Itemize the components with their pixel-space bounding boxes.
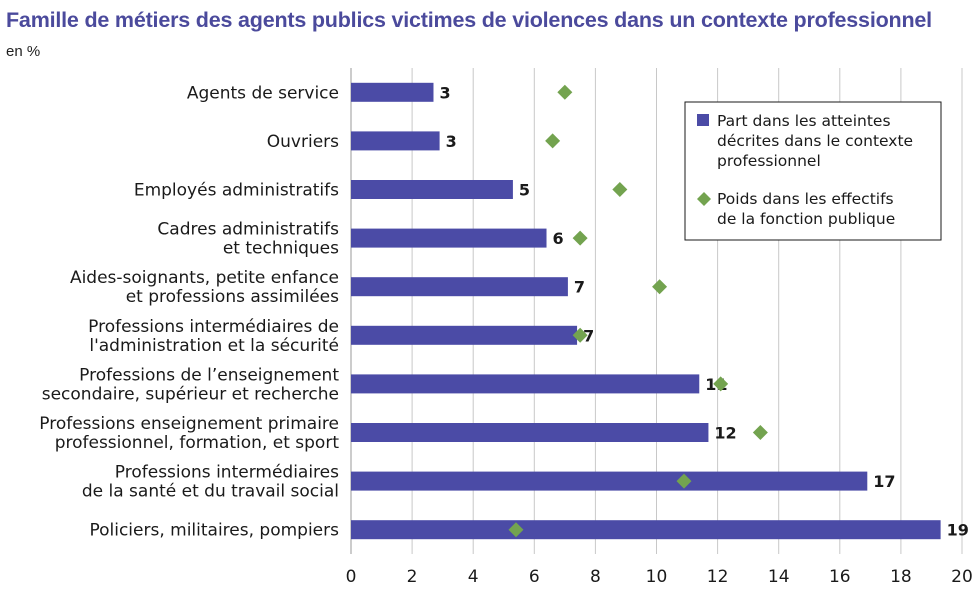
diamond-marker [752, 425, 768, 440]
chart-title: Famille de métiers des agents publics vi… [6, 8, 932, 32]
diamond-marker [557, 84, 573, 100]
diamond-marker [676, 473, 692, 489]
legend-diamond-swatch [697, 192, 711, 206]
category-label: secondaire, supérieur et recherche [42, 384, 339, 404]
legend-label: décrites dans le contexte [717, 132, 913, 150]
bar [351, 82, 434, 102]
diamond-marker [572, 327, 588, 343]
bar [351, 325, 578, 345]
bar [351, 277, 568, 297]
legend-label: professionnel [717, 152, 821, 170]
bar [351, 520, 941, 540]
diamond-marker [612, 182, 628, 197]
data-label: 5 [519, 181, 530, 200]
x-tick-label: 20 [951, 567, 973, 587]
data-label: 12 [714, 424, 736, 443]
category-label: Professions de l’enseignement [79, 365, 339, 385]
legend-label: Part dans les atteintes [717, 112, 891, 130]
category-label: Ouvriers [267, 132, 339, 152]
x-tick-label: 8 [590, 567, 601, 587]
bar [351, 131, 440, 151]
data-label: 19 [947, 521, 969, 540]
x-tick-label: 6 [529, 567, 540, 587]
diamond-marker [545, 133, 561, 149]
x-tick-label: 10 [646, 567, 668, 587]
legend-bar-swatch [697, 114, 709, 126]
category-label: Professions enseignement primaire [39, 414, 339, 434]
x-tick-label: 12 [707, 567, 729, 587]
category-label: Employés administratifs [134, 181, 339, 201]
bar [351, 180, 513, 199]
x-tick-label: 18 [890, 567, 912, 587]
legend-label: Poids dans les effectifs [717, 190, 894, 208]
bar [351, 471, 868, 491]
category-label: et professions assimilées [126, 287, 339, 307]
data-label: 7 [583, 326, 594, 345]
bar [351, 374, 700, 394]
x-tick-label: 4 [468, 567, 479, 587]
bar [351, 423, 709, 442]
category-label: Professions intermédiaires de [88, 317, 339, 337]
x-tick-label: 16 [829, 567, 851, 587]
category-label: Agents de service [187, 83, 339, 103]
category-label: et techniques [223, 239, 339, 259]
legend-label: de la fonction publique [717, 210, 895, 228]
unit-label: en % [6, 43, 41, 60]
data-label: 6 [553, 229, 564, 248]
diamond-marker [652, 279, 668, 295]
data-label: 7 [574, 278, 585, 297]
category-label: Cadres administratifs [157, 220, 339, 240]
diamond-marker [508, 522, 524, 538]
diamond-marker [572, 230, 588, 246]
category-label: Professions intermédiaires [115, 463, 339, 483]
diamond-marker [713, 376, 729, 392]
category-label: de la santé et du travail social [82, 482, 339, 502]
x-tick-label: 0 [346, 567, 357, 587]
legend-box [684, 101, 942, 241]
data-label: 3 [446, 132, 457, 151]
category-label: professionnel, formation, et sport [55, 433, 340, 453]
category-label: Aides-soignants, petite enfance [70, 268, 339, 288]
data-label: 17 [873, 472, 895, 491]
x-tick-label: 2 [407, 567, 418, 587]
category-label: l'administration et la sécurité [89, 336, 339, 356]
bar [351, 228, 547, 248]
category-label: Policiers, militaires, pompiers [89, 521, 339, 541]
x-tick-label: 14 [768, 567, 790, 587]
data-label: 3 [439, 83, 450, 102]
